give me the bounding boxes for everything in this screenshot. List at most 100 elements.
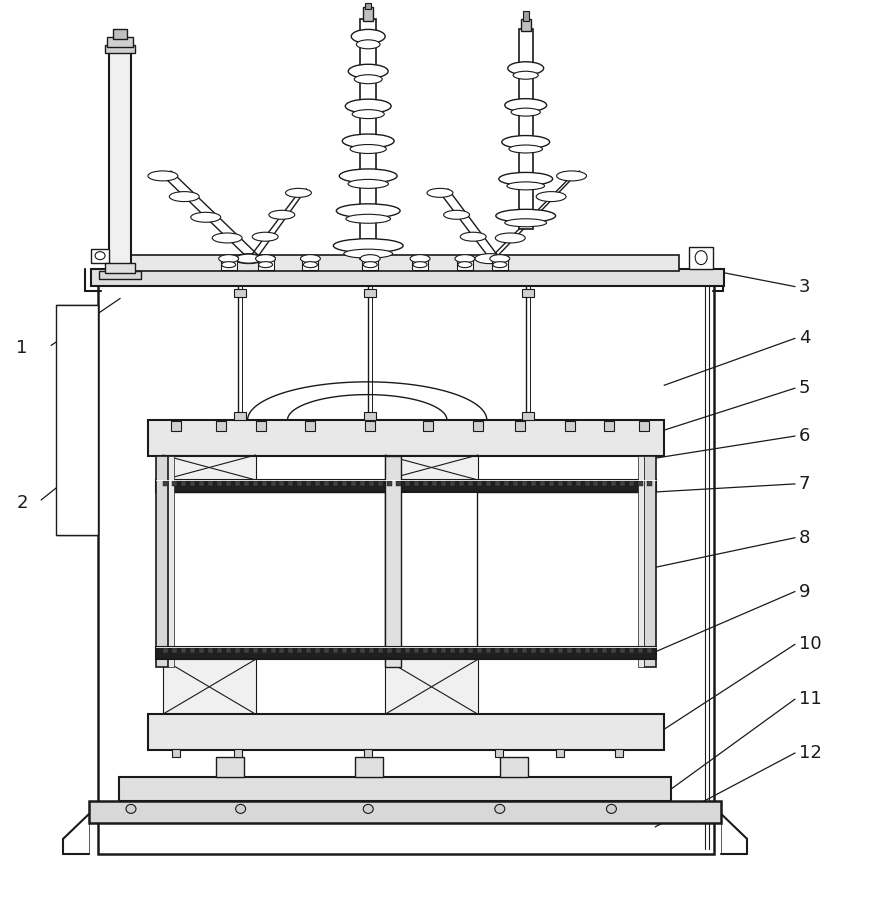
Bar	[302, 255, 319, 269]
Text: 7: 7	[799, 475, 810, 493]
Bar	[156, 456, 168, 668]
Bar	[105, 45, 135, 53]
Bar	[630, 648, 634, 654]
Bar	[616, 749, 624, 757]
Ellipse shape	[303, 262, 317, 267]
Ellipse shape	[475, 254, 505, 264]
Bar	[99, 271, 141, 278]
Polygon shape	[163, 455, 255, 480]
Bar	[549, 648, 554, 654]
Bar	[199, 648, 204, 654]
Bar	[288, 648, 294, 654]
Ellipse shape	[427, 188, 453, 197]
Bar	[405, 648, 410, 654]
Bar	[244, 481, 248, 486]
Ellipse shape	[286, 188, 312, 197]
Bar	[261, 481, 267, 486]
Bar	[522, 481, 527, 486]
Bar	[226, 648, 231, 654]
Ellipse shape	[513, 71, 538, 79]
Bar	[459, 481, 464, 486]
Bar	[522, 648, 527, 654]
Ellipse shape	[495, 804, 505, 813]
Ellipse shape	[363, 804, 373, 813]
Text: 12: 12	[799, 744, 821, 762]
Bar	[217, 481, 222, 486]
Bar	[378, 648, 383, 654]
Bar	[604, 421, 614, 431]
Ellipse shape	[236, 254, 261, 263]
Bar	[495, 749, 503, 757]
Bar	[364, 412, 376, 420]
Bar	[163, 455, 255, 480]
Ellipse shape	[346, 214, 390, 223]
Ellipse shape	[351, 30, 385, 43]
Bar	[557, 481, 563, 486]
Bar	[405, 481, 410, 486]
Bar	[486, 481, 491, 486]
Text: 11: 11	[799, 691, 821, 708]
Bar	[500, 757, 528, 777]
Ellipse shape	[213, 233, 242, 243]
Bar	[362, 255, 378, 269]
Bar	[234, 648, 240, 654]
Ellipse shape	[496, 209, 556, 222]
Bar	[261, 648, 267, 654]
Bar	[476, 492, 645, 647]
Ellipse shape	[342, 134, 395, 148]
Ellipse shape	[490, 254, 510, 263]
Bar	[342, 481, 348, 486]
Ellipse shape	[537, 192, 566, 202]
Ellipse shape	[191, 212, 220, 222]
Bar	[315, 481, 321, 486]
Bar	[365, 4, 371, 9]
Bar	[396, 648, 402, 654]
Bar	[638, 456, 645, 668]
Bar	[98, 276, 714, 854]
Bar	[355, 757, 383, 777]
Bar	[105, 263, 135, 273]
Bar	[387, 481, 392, 486]
Bar	[611, 481, 617, 486]
Bar	[280, 481, 285, 486]
Bar	[513, 648, 517, 654]
Bar	[519, 30, 533, 229]
Bar	[603, 648, 607, 654]
Bar	[522, 289, 534, 297]
Bar	[171, 421, 181, 431]
Bar	[220, 255, 237, 269]
Bar	[584, 481, 590, 486]
Bar	[492, 255, 508, 269]
Bar	[172, 749, 179, 757]
Ellipse shape	[95, 252, 105, 260]
Bar	[216, 421, 226, 431]
Bar	[521, 19, 530, 31]
Bar	[271, 481, 275, 486]
Bar	[620, 648, 625, 654]
Bar	[364, 289, 376, 297]
Bar	[423, 421, 433, 431]
Bar	[593, 648, 598, 654]
Bar	[253, 648, 258, 654]
Bar	[638, 481, 644, 486]
Bar	[441, 481, 446, 486]
Bar	[315, 648, 321, 654]
Text: 9: 9	[799, 583, 810, 600]
Polygon shape	[163, 659, 255, 715]
Bar	[342, 648, 348, 654]
Bar	[645, 456, 656, 668]
Bar	[638, 648, 644, 654]
Bar	[540, 481, 544, 486]
Bar	[255, 421, 266, 431]
Text: 10: 10	[799, 635, 821, 654]
Bar	[515, 421, 524, 431]
Bar	[576, 481, 581, 486]
Bar	[468, 481, 473, 486]
Ellipse shape	[348, 180, 388, 188]
Ellipse shape	[222, 262, 236, 267]
Bar	[233, 749, 241, 757]
Bar	[468, 648, 473, 654]
Ellipse shape	[169, 192, 199, 202]
Polygon shape	[385, 659, 478, 715]
Ellipse shape	[219, 254, 239, 263]
